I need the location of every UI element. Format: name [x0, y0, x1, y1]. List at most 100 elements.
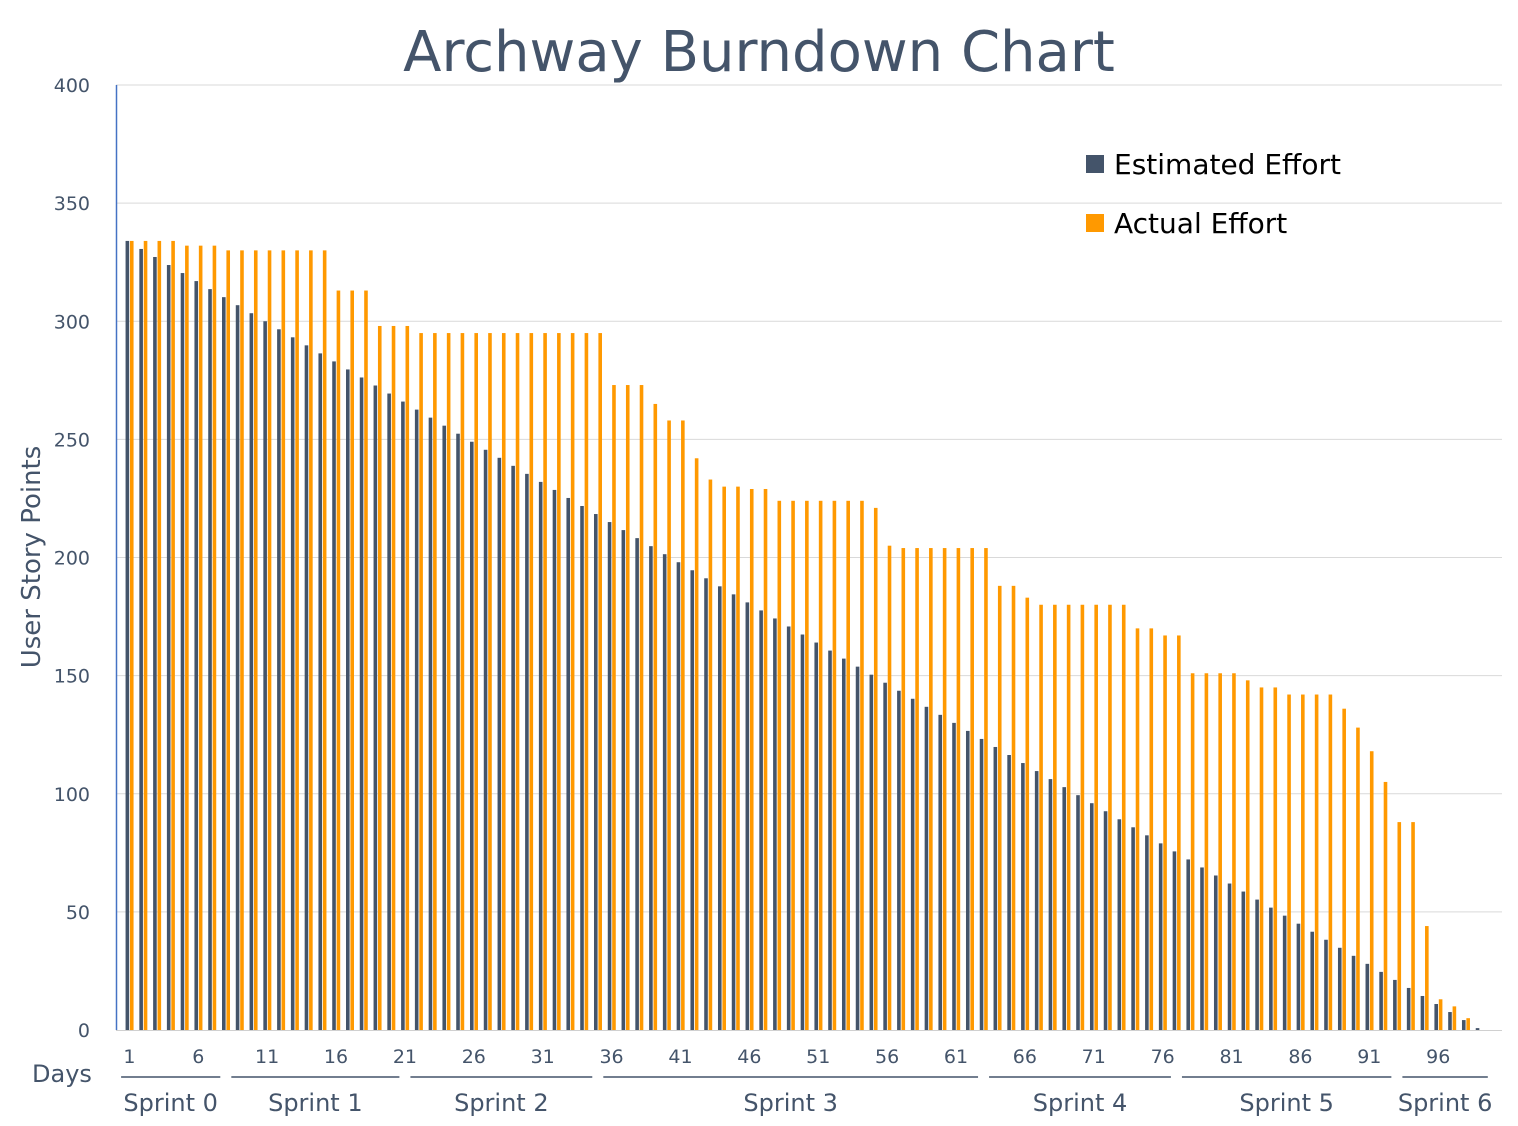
estimated-effort-bar	[290, 337, 295, 1030]
y-tick-label: 300	[54, 311, 90, 333]
estimated-effort-bar	[717, 586, 722, 1030]
estimated-effort-bar	[1393, 979, 1397, 1030]
actual-effort-bar	[1466, 1018, 1470, 1030]
estimated-effort-bar	[442, 425, 447, 1030]
actual-effort-bar	[1273, 687, 1278, 1030]
estimated-effort-bar	[1475, 1028, 1480, 1030]
sprint-label: Sprint 6	[1398, 1089, 1493, 1117]
actual-effort-bar	[873, 507, 878, 1030]
actual-effort-bar	[1452, 1006, 1457, 1030]
x-tick-label: 91	[1357, 1046, 1381, 1068]
legend-label-estimated: Estimated Effort	[1114, 148, 1341, 181]
actual-effort-bar	[1108, 604, 1112, 1030]
actual-effort-bar	[612, 385, 616, 1031]
estimated-effort-bar	[841, 658, 846, 1030]
estimated-effort-bar	[855, 666, 860, 1030]
x-tick-label: 16	[324, 1046, 348, 1068]
actual-effort-bar	[515, 333, 520, 1030]
actual-effort-bar	[901, 548, 906, 1030]
estimated-effort-bar	[704, 578, 708, 1030]
actual-effort-bar	[570, 333, 575, 1030]
actual-effort-bar	[1259, 687, 1264, 1030]
estimated-effort-bar	[525, 473, 529, 1030]
x-tick-label: 26	[462, 1046, 486, 1068]
estimated-effort-bar	[938, 714, 943, 1030]
legend-swatch-estimated	[1086, 155, 1104, 173]
actual-effort-bar	[488, 333, 492, 1030]
estimated-effort-bar	[952, 722, 956, 1030]
chart-title: Archway Burndown Chart	[403, 20, 1115, 85]
sprint-label: Sprint 4	[1033, 1089, 1128, 1117]
estimated-effort-bar	[373, 385, 378, 1030]
y-tick-label: 150	[54, 666, 90, 688]
estimated-effort-bar	[1227, 883, 1232, 1030]
actual-effort-bar	[253, 250, 258, 1030]
actual-effort-bar	[1204, 673, 1209, 1030]
actual-effort-bar	[391, 325, 396, 1031]
estimated-effort-bar	[180, 273, 185, 1030]
estimated-effort-bar	[194, 281, 199, 1030]
y-tick-label: 350	[54, 193, 90, 215]
estimated-effort-bar	[359, 377, 364, 1030]
sprint-label: Sprint 1	[268, 1089, 363, 1117]
estimated-effort-bar	[456, 433, 460, 1031]
actual-effort-bar	[474, 333, 478, 1030]
x-axis-title: Days	[32, 1060, 92, 1088]
estimated-effort-bar	[869, 674, 874, 1030]
actual-effort-bar	[1383, 781, 1388, 1030]
estimated-effort-bar	[1213, 875, 1218, 1030]
estimated-effort-bar	[208, 289, 212, 1030]
estimated-effort-bar	[1310, 931, 1315, 1030]
actual-effort-bar	[1369, 751, 1374, 1030]
estimated-effort-bar	[1365, 963, 1370, 1030]
estimated-effort-bar	[1021, 763, 1025, 1030]
estimated-effort-bar	[1406, 987, 1411, 1030]
actual-effort-bar	[956, 548, 961, 1030]
actual-effort-bar	[198, 245, 203, 1030]
estimated-effort-bar	[1117, 819, 1122, 1030]
estimated-effort-bar	[235, 305, 240, 1030]
estimated-effort-bar	[883, 682, 887, 1030]
estimated-effort-bar	[222, 297, 226, 1031]
estimated-effort-bar	[497, 457, 502, 1030]
actual-effort-bar	[171, 240, 175, 1031]
estimated-effort-bar	[1145, 835, 1149, 1030]
estimated-effort-bar	[1420, 995, 1425, 1030]
actual-effort-bar	[364, 290, 368, 1031]
estimated-effort-bar	[566, 497, 571, 1031]
estimated-effort-bar	[1337, 947, 1342, 1030]
actual-effort-bar	[1177, 635, 1181, 1030]
actual-effort-bar	[157, 240, 162, 1031]
actual-effort-bar	[185, 245, 189, 1030]
actual-effort-bar	[791, 500, 795, 1030]
actual-effort-bar	[460, 333, 465, 1030]
actual-effort-bar	[777, 500, 782, 1030]
actual-effort-bar	[336, 290, 341, 1031]
actual-effort-bar	[212, 245, 217, 1030]
actual-effort-bar	[1438, 999, 1443, 1030]
actual-effort-bar	[818, 500, 823, 1030]
actual-effort-bar	[405, 325, 410, 1031]
actual-effort-bar	[653, 403, 658, 1030]
actual-effort-bar	[1356, 727, 1360, 1030]
x-tick-label: 66	[1013, 1046, 1037, 1068]
x-tick-label: 96	[1426, 1046, 1450, 1068]
estimated-effort-bar	[249, 313, 254, 1030]
estimated-effort-bar	[401, 401, 405, 1030]
actual-effort-bar	[226, 250, 231, 1030]
estimated-effort-bar	[814, 642, 819, 1030]
y-tick-label: 0	[78, 1020, 90, 1042]
actual-effort-bar	[639, 385, 644, 1031]
x-tick-label: 61	[944, 1046, 968, 1068]
actual-effort-bar	[1342, 708, 1346, 1030]
estimated-effort-bar	[428, 417, 433, 1030]
actual-effort-bar	[1411, 822, 1415, 1030]
estimated-effort-bar	[304, 345, 309, 1030]
actual-effort-bar	[846, 500, 850, 1030]
actual-effort-bar	[143, 240, 148, 1031]
estimated-effort-bar	[1007, 755, 1011, 1030]
actual-effort-bar	[970, 548, 974, 1030]
actual-effort-bar	[598, 333, 602, 1030]
x-tick-label: 71	[1082, 1046, 1106, 1068]
